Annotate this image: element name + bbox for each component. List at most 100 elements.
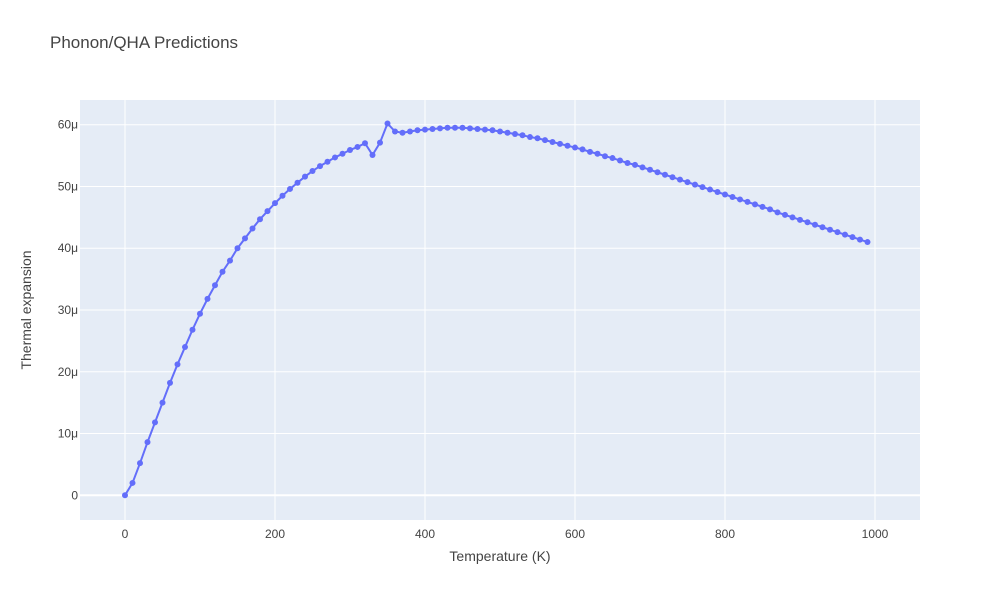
data-point[interactable] (639, 164, 646, 171)
data-point[interactable] (137, 460, 143, 467)
data-point[interactable] (752, 201, 758, 208)
data-point[interactable] (219, 268, 226, 275)
data-point[interactable] (617, 157, 623, 164)
data-point[interactable] (227, 257, 233, 264)
data-point[interactable] (347, 147, 353, 154)
data-point[interactable] (797, 216, 803, 223)
data-point[interactable] (272, 200, 278, 207)
data-point[interactable] (782, 211, 788, 218)
data-point[interactable] (122, 492, 128, 499)
data-point[interactable] (354, 143, 361, 150)
data-point[interactable] (182, 344, 188, 351)
data-point[interactable] (842, 231, 848, 238)
data-point[interactable] (167, 379, 173, 386)
data-point[interactable] (827, 226, 833, 233)
data-point[interactable] (857, 236, 863, 243)
data-point[interactable] (699, 184, 706, 191)
data-point[interactable] (564, 142, 571, 149)
data-point[interactable] (414, 127, 421, 134)
data-point[interactable] (744, 198, 751, 205)
data-point[interactable] (654, 169, 661, 176)
data-point[interactable] (729, 193, 736, 200)
data-point[interactable] (257, 216, 263, 223)
data-point[interactable] (504, 129, 511, 136)
data-point[interactable] (467, 125, 473, 132)
data-point[interactable] (377, 139, 383, 146)
data-point[interactable] (759, 203, 766, 210)
data-point[interactable] (489, 127, 496, 134)
data-point[interactable] (534, 135, 541, 142)
data-point[interactable] (707, 186, 713, 193)
data-point[interactable] (407, 128, 413, 135)
data-point[interactable] (264, 208, 271, 215)
data-point[interactable] (527, 134, 533, 141)
data-point[interactable] (549, 139, 556, 145)
data-point[interactable] (339, 150, 346, 157)
data-point[interactable] (594, 150, 601, 157)
data-point[interactable] (512, 130, 518, 137)
data-point[interactable] (459, 124, 466, 131)
data-point[interactable] (497, 128, 503, 135)
data-point[interactable] (579, 146, 586, 153)
data-point[interactable] (234, 245, 241, 252)
data-point[interactable] (714, 189, 721, 196)
data-point[interactable] (362, 140, 368, 147)
data-point[interactable] (624, 160, 631, 166)
data-point[interactable] (542, 137, 548, 144)
data-point[interactable] (302, 173, 308, 180)
data-point[interactable] (722, 191, 728, 198)
data-point[interactable] (422, 126, 428, 133)
data-point[interactable] (174, 361, 181, 368)
data-point[interactable] (399, 129, 406, 136)
data-point[interactable] (144, 439, 151, 446)
data-point[interactable] (152, 419, 158, 426)
data-point[interactable] (834, 229, 841, 236)
data-point[interactable] (429, 126, 436, 133)
data-point[interactable] (819, 224, 826, 231)
data-point[interactable] (632, 161, 638, 168)
data-point[interactable] (392, 128, 398, 135)
data-point[interactable] (159, 399, 166, 406)
data-point[interactable] (864, 239, 871, 246)
data-point[interactable] (692, 181, 698, 188)
data-point[interactable] (662, 171, 668, 178)
data-point[interactable] (609, 155, 616, 162)
data-point[interactable] (332, 154, 338, 161)
data-point[interactable] (519, 132, 526, 139)
data-point[interactable] (242, 235, 248, 242)
data-point[interactable] (602, 153, 608, 160)
data-point[interactable] (557, 140, 563, 147)
data-point[interactable] (774, 209, 781, 216)
data-point[interactable] (212, 282, 218, 289)
data-point[interactable] (812, 221, 818, 228)
data-point[interactable] (572, 144, 578, 151)
data-point[interactable] (684, 179, 691, 186)
data-point[interactable] (789, 214, 796, 221)
data-point[interactable] (587, 148, 593, 155)
data-point[interactable] (369, 151, 376, 158)
data-point[interactable] (474, 126, 481, 133)
data-point[interactable] (324, 158, 331, 165)
data-point[interactable] (294, 179, 301, 186)
data-point[interactable] (204, 295, 211, 302)
data-point[interactable] (669, 174, 676, 181)
data-point[interactable] (309, 168, 316, 175)
data-point[interactable] (197, 310, 203, 317)
data-point[interactable] (129, 479, 136, 486)
data-point[interactable] (444, 124, 451, 131)
data-point[interactable] (647, 166, 653, 173)
data-point[interactable] (804, 219, 811, 226)
data-point[interactable] (287, 185, 293, 192)
data-point[interactable] (849, 234, 856, 241)
data-point[interactable] (279, 192, 286, 199)
data-point[interactable] (384, 120, 391, 127)
data-point[interactable] (189, 326, 196, 333)
data-point[interactable] (317, 163, 323, 170)
data-point[interactable] (737, 196, 743, 203)
data-point[interactable] (249, 225, 256, 232)
data-point[interactable] (767, 206, 773, 213)
data-point[interactable] (437, 125, 443, 132)
data-point[interactable] (452, 124, 458, 131)
data-point[interactable] (482, 126, 488, 133)
data-point[interactable] (677, 176, 683, 183)
